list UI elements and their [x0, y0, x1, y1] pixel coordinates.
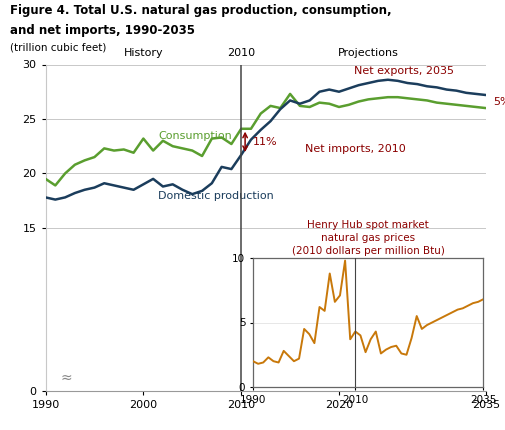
Text: 11%: 11%	[252, 137, 277, 147]
Text: 2010: 2010	[227, 48, 255, 58]
Text: ≈: ≈	[60, 371, 72, 385]
Text: Net imports, 2010: Net imports, 2010	[304, 144, 405, 154]
Text: Domestic production: Domestic production	[158, 190, 273, 201]
Text: and net imports, 1990-2035: and net imports, 1990-2035	[10, 24, 195, 37]
Text: (trillion cubic feet): (trillion cubic feet)	[10, 43, 106, 53]
Text: Consumption: Consumption	[158, 131, 231, 141]
Text: Net exports, 2035: Net exports, 2035	[353, 66, 453, 76]
Text: Projections: Projections	[337, 48, 398, 58]
Text: 5%: 5%	[492, 97, 505, 107]
Text: History: History	[123, 48, 163, 58]
Text: Figure 4. Total U.S. natural gas production, consumption,: Figure 4. Total U.S. natural gas product…	[10, 4, 391, 17]
Title: Henry Hub spot market
natural gas prices
(2010 dollars per million Btu): Henry Hub spot market natural gas prices…	[291, 220, 444, 256]
